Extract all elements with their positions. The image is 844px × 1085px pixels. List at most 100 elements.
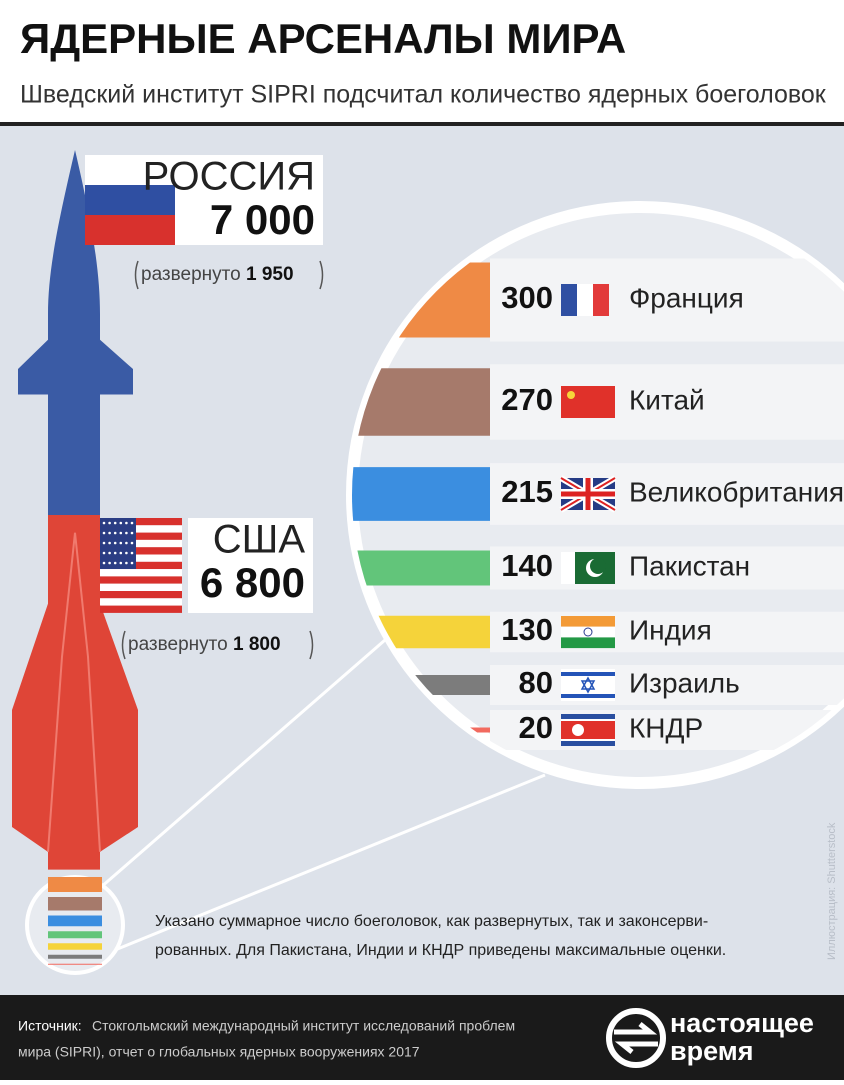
bar bbox=[470, 727, 490, 733]
source-label: Источник: bbox=[18, 1018, 82, 1034]
flag bbox=[119, 531, 123, 535]
flag bbox=[100, 518, 182, 526]
flag bbox=[561, 386, 615, 418]
flag bbox=[561, 552, 575, 584]
flag bbox=[108, 521, 111, 525]
flag bbox=[125, 551, 128, 555]
zoom-line bbox=[114, 773, 546, 952]
flag bbox=[561, 478, 615, 510]
logo: настоящее bbox=[670, 1008, 814, 1038]
flag bbox=[100, 532, 182, 540]
row-bg bbox=[490, 710, 844, 750]
country-name: Китай bbox=[629, 384, 705, 415]
flag bbox=[85, 155, 175, 185]
flag bbox=[108, 531, 111, 535]
flag bbox=[125, 561, 128, 565]
flag bbox=[125, 531, 128, 535]
header-bg bbox=[0, 0, 844, 125]
flag bbox=[113, 551, 117, 555]
row-bg bbox=[490, 364, 844, 440]
flag bbox=[561, 284, 577, 316]
value-label: 140 bbox=[501, 548, 553, 583]
value-label: 20 bbox=[519, 710, 553, 745]
flag bbox=[567, 391, 575, 399]
flag bbox=[100, 583, 182, 591]
logo: время bbox=[670, 1036, 753, 1066]
watermark: Иллюстрация: Shutterstock bbox=[826, 822, 838, 960]
flag bbox=[100, 591, 182, 599]
flag bbox=[102, 551, 106, 555]
subtitle: Шведский институт SIPRI подсчитал количе… bbox=[20, 81, 827, 109]
deployed-label: развернуто bbox=[128, 634, 228, 655]
flag bbox=[100, 539, 182, 548]
stripe bbox=[48, 963, 102, 965]
flag bbox=[130, 541, 134, 545]
flag bbox=[130, 531, 134, 535]
flag bbox=[119, 551, 123, 555]
value-label: 270 bbox=[501, 382, 553, 417]
note: Указано суммарное число боеголовок, как … bbox=[155, 913, 708, 930]
footer bbox=[0, 995, 844, 1080]
flag bbox=[580, 676, 596, 694]
deployed-value: 1 800 bbox=[233, 634, 281, 655]
flag bbox=[100, 525, 182, 533]
country-name: РОССИЯ bbox=[143, 155, 315, 199]
flag bbox=[590, 558, 606, 574]
rocket-russia bbox=[18, 150, 133, 515]
rocket-detail bbox=[47, 532, 101, 852]
row-bg bbox=[490, 611, 844, 653]
deployed-value: 1 950 bbox=[246, 264, 294, 285]
rocket-usa bbox=[12, 515, 138, 870]
value-label: 7 000 bbox=[210, 196, 315, 243]
flag bbox=[113, 531, 117, 535]
flag bbox=[113, 541, 117, 545]
label-box bbox=[188, 518, 313, 613]
flag bbox=[100, 569, 182, 577]
flag bbox=[100, 547, 182, 555]
flag bbox=[583, 627, 593, 637]
flag bbox=[561, 694, 615, 698]
flag bbox=[108, 561, 111, 565]
country-name: США bbox=[213, 518, 306, 562]
bracket bbox=[121, 630, 314, 660]
flag bbox=[100, 561, 182, 570]
country-name: Пакистан bbox=[629, 550, 750, 581]
flag bbox=[100, 598, 182, 606]
stripe bbox=[48, 954, 102, 959]
row-bg bbox=[490, 546, 844, 590]
deployed: развернуто 1 800 bbox=[128, 634, 281, 655]
label-box bbox=[175, 155, 323, 245]
flag bbox=[130, 521, 134, 525]
flag bbox=[561, 721, 615, 739]
country-name: Франция bbox=[629, 282, 744, 313]
header-rule bbox=[0, 122, 844, 126]
flag bbox=[119, 541, 123, 545]
flag bbox=[593, 284, 609, 316]
bar bbox=[352, 467, 490, 521]
value-label: 130 bbox=[501, 612, 553, 647]
flag bbox=[119, 561, 123, 565]
flag bbox=[102, 531, 106, 535]
row-bg bbox=[490, 258, 844, 342]
flag bbox=[102, 561, 106, 565]
country-name: Израиль bbox=[629, 667, 740, 698]
deployed: развернуто 1 950 bbox=[141, 264, 294, 285]
value-label: 80 bbox=[519, 665, 553, 700]
country-name: Великобритания bbox=[629, 476, 844, 507]
value-label: 300 bbox=[501, 280, 553, 315]
flag bbox=[102, 541, 106, 545]
zoom-line bbox=[99, 638, 386, 890]
stripe bbox=[48, 931, 102, 939]
country-name: КНДР bbox=[629, 712, 703, 743]
flag bbox=[100, 605, 182, 613]
flag bbox=[113, 521, 117, 525]
flag bbox=[561, 626, 615, 638]
flag bbox=[561, 637, 615, 649]
bracket bbox=[134, 260, 324, 290]
stripe bbox=[48, 897, 102, 911]
logo-mark bbox=[606, 1008, 666, 1068]
title: ЯДЕРНЫЕ АРСЕНАЛЫ МИРА bbox=[20, 15, 626, 62]
country-name: Индия bbox=[629, 614, 712, 645]
